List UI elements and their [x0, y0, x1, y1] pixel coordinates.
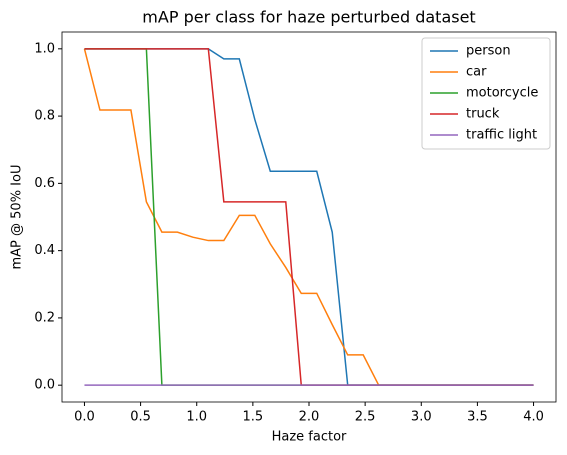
y-tick-label: 0.2 — [34, 310, 55, 325]
y-tick-label: 0.0 — [34, 378, 55, 393]
x-tick-label: 3.0 — [411, 410, 432, 425]
x-tick-label: 4.0 — [523, 410, 544, 425]
x-tick-label: 0.5 — [130, 410, 151, 425]
y-axis-label: mAP @ 50% IoU — [10, 165, 25, 270]
x-tick-label: 1.5 — [243, 410, 264, 425]
legend-box — [421, 37, 551, 150]
x-axis-label: Haze factor — [272, 430, 347, 445]
x-tick-label: 1.0 — [186, 410, 207, 425]
y-tick-label: 0.6 — [34, 176, 55, 191]
legend-label: person — [466, 44, 511, 59]
legend-label: traffic light — [466, 128, 537, 143]
legend-label: motorcycle — [466, 86, 538, 101]
legend-label: car — [466, 65, 487, 80]
y-tick-label: 0.4 — [34, 243, 55, 258]
chart-title: mAP per class for haze perturbed dataset — [142, 8, 475, 27]
x-tick-label: 3.5 — [467, 410, 488, 425]
y-tick-label: 1.0 — [34, 41, 55, 56]
legend-label: truck — [466, 107, 500, 122]
plot-frame — [61, 31, 557, 403]
x-tick-label: 2.5 — [355, 410, 376, 425]
x-tick-label: 2.0 — [299, 410, 320, 425]
x-tick-label: 0.0 — [74, 410, 95, 425]
y-tick-label: 0.8 — [34, 109, 55, 124]
